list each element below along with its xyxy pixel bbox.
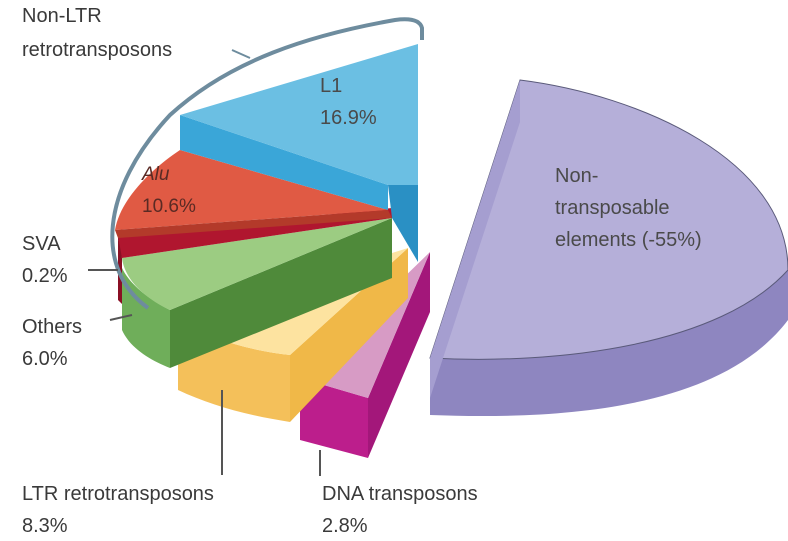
slice-dna-transposons-side [300,378,368,458]
slice-dna-transposons-front [368,252,430,458]
ltr-name-label: LTR retrotransposons [22,483,214,505]
dna-value-label: 2.8% [322,515,368,537]
bracket-label-line1: Non-LTR [22,5,102,27]
slice-ltr-front [290,248,408,422]
slice-l1-front [388,185,418,262]
slice-alu-cut [115,210,392,238]
slice-alu [115,150,392,238]
slice-alu-top [115,150,388,230]
non-ltr-bracket-pointer [231,49,251,59]
slice-others-cut [170,218,392,368]
slice-l1 [180,44,418,262]
slice-non-transposable-side [430,270,788,417]
non-te-label-line1: Non- [555,165,598,187]
others-value-label: 6.0% [22,348,68,370]
slice-l1-side [180,115,388,210]
slice-non-transposable [429,79,788,417]
l1-name-label: L1 [320,75,342,97]
non-te-label-line3: elements (-55%) [555,229,702,251]
non-te-label-line2: transposable [555,197,670,219]
slice-others-top [122,218,392,310]
ltr-value-label: 8.3% [22,515,68,537]
slice-l1-top [180,44,418,185]
leader-line-others [109,314,133,321]
non-ltr-bracket [110,17,424,310]
bracket-label-line2: retrotransposons [22,39,172,61]
others-name-label: Others [22,316,82,338]
slice-non-transposable-cut [430,80,520,398]
sva-value-label: 0.2% [22,265,68,287]
sva-name-label: SVA [22,233,61,255]
alu-name-label: Alu [141,164,170,185]
dna-name-label: DNA transposons [322,483,478,505]
l1-value-label: 16.9% [320,107,377,129]
alu-value-label: 10.6% [142,196,196,217]
